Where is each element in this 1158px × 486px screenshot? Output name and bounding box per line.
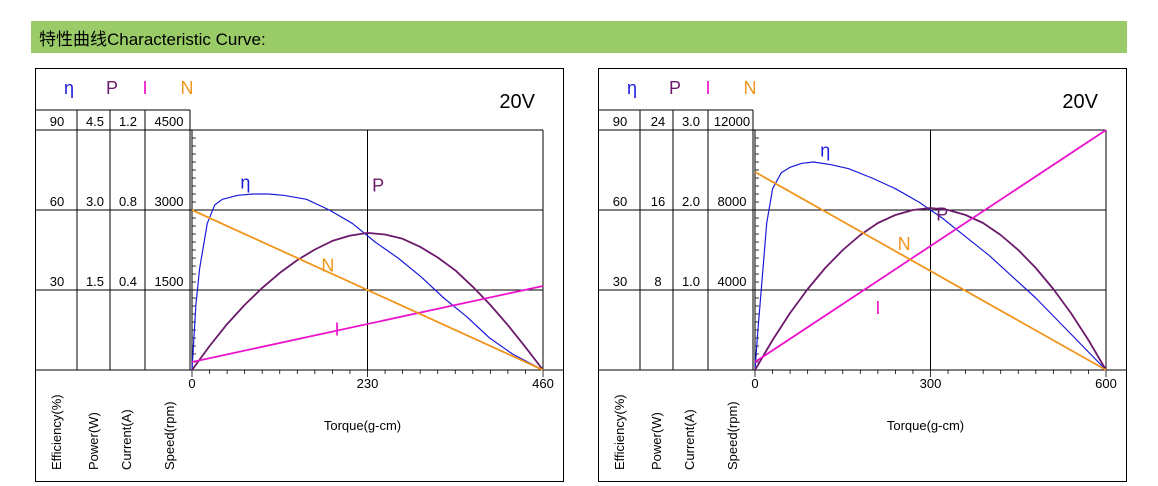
chart1-axis-symbol-current: I: [705, 78, 710, 98]
chart0-scale-value-eff: 60: [50, 194, 64, 209]
chart1-scale-value-power: 16: [651, 194, 665, 209]
chart0-voltage-label: 20V: [499, 91, 535, 113]
chart1-series-line-speed: [754, 171, 1107, 371]
chart1-axis-symbol-eff: η: [627, 78, 637, 98]
chart1-axis-label-eff: Efficiency(%): [612, 394, 627, 470]
chart1-x-tick-label: 0: [751, 376, 758, 391]
chart1-voltage-label: 20V: [1062, 91, 1098, 113]
chart1-x-axis-label: Torque(g-cm): [887, 418, 964, 433]
chart1-scale-value-current: 2.0: [682, 194, 700, 209]
chart0-axis-label-current: Current(A): [119, 409, 134, 470]
chart1-axis-label-speed: Speed(rpm): [725, 401, 740, 470]
chart0-scale-value-current: 1.2: [119, 114, 137, 129]
chart1-axis-label-power: Power(W): [649, 412, 664, 470]
characteristic-chart-left: η P I N 20V 90 4.5 1.2 4500 60 3.0 0.8 3000 30 1.5 0.4 1…: [35, 68, 564, 482]
chart1-scale-value-current: 1.0: [682, 274, 700, 289]
chart1-x-tick-label: 300: [920, 376, 942, 391]
chart0-scale-value-current: 0.8: [119, 194, 137, 209]
chart0-axis-label-eff: Efficiency(%): [49, 394, 64, 470]
chart0-scale-value-speed: 3000: [155, 194, 184, 209]
chart1-series-line-power: [754, 207, 1107, 371]
chart0-axis-symbol-speed: N: [181, 78, 194, 98]
chart1-frame: [598, 68, 1127, 482]
chart0-axis-label-speed: Speed(rpm): [162, 401, 177, 470]
chart0-scale-value-speed: 4500: [155, 114, 184, 129]
chart0-scale-value-eff: 90: [50, 114, 64, 129]
chart0-scale-value-power: 4.5: [86, 114, 104, 129]
chart0-scale-value-current: 0.4: [119, 274, 137, 289]
chart1-scale-value-eff: 60: [613, 194, 627, 209]
chart0-axis-symbol-current: I: [142, 78, 147, 98]
chart0-x-tick-label: 230: [357, 376, 379, 391]
chart1-axis-symbol-power: P: [669, 78, 681, 98]
chart1-scale-value-eff: 90: [613, 114, 627, 129]
chart0-axis-label-power: Power(W): [86, 412, 101, 470]
chart1-x-tick-label: 600: [1095, 376, 1117, 391]
chart0-scale-value-power: 3.0: [86, 194, 104, 209]
chart1-curve-label-power: P: [936, 205, 948, 225]
chart0-curve-label-current: I: [334, 319, 339, 339]
chart1-scale-value-power: 8: [654, 274, 661, 289]
chart0-series-line-eff: [191, 193, 544, 371]
chart1-curve-label-speed: N: [898, 234, 911, 254]
chart1-scale-value-speed: 8000: [718, 194, 747, 209]
characteristic-chart-right: η P I N 20V 90 24 3.0 12000 60 16 2.0 8000 30 8 1.0 4000…: [598, 68, 1127, 482]
chart1-axis-symbol-speed: N: [744, 78, 757, 98]
chart0-curve-label-speed: N: [321, 255, 334, 275]
chart0-series-line-speed: [191, 209, 544, 371]
chart0-x-axis-label: Torque(g-cm): [324, 418, 401, 433]
chart0-curve-label-power: P: [372, 175, 384, 195]
chart1-scale-value-current: 3.0: [682, 114, 700, 129]
chart1-series-line-current: [754, 129, 1107, 363]
chart0-scale-value-eff: 30: [50, 274, 64, 289]
chart0-x-tick-label: 0: [188, 376, 195, 391]
chart1-curve-label-eff: η: [820, 141, 830, 161]
chart0-curve-label-eff: η: [240, 173, 250, 193]
chart1-scale-value-speed: 12000: [714, 114, 750, 129]
chart1-scale-value-power: 24: [651, 114, 665, 129]
chart0-axis-symbol-eff: η: [64, 78, 74, 98]
chart0-x-tick-label: 460: [532, 376, 554, 391]
header-title: 特性曲线Characteristic Curve:: [39, 29, 266, 49]
chart1-scale-value-speed: 4000: [718, 274, 747, 289]
chart0-axis-symbol-power: P: [106, 78, 118, 98]
chart1-axis-label-current: Current(A): [682, 409, 697, 470]
chart0-frame: [35, 68, 564, 482]
header-bar: 特性曲线Characteristic Curve:: [31, 21, 1127, 53]
chart1-scale-value-eff: 30: [613, 274, 627, 289]
chart1-curve-label-current: I: [875, 298, 880, 318]
chart1-series-line-eff: [754, 161, 1107, 371]
chart0-series-line-current: [191, 285, 544, 363]
chart0-scale-value-power: 1.5: [86, 274, 104, 289]
chart0-scale-value-speed: 1500: [155, 274, 184, 289]
